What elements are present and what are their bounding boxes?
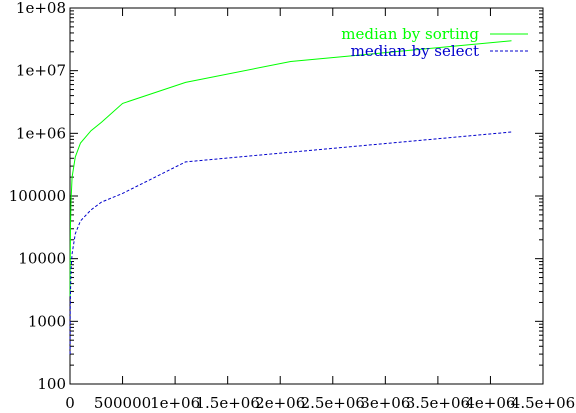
y-tick-label: 10000 [18,250,66,268]
series-line-1 [69,131,512,355]
x-tick-label: 4.5e+06 [511,394,575,412]
x-tick-label: 4e+06 [465,394,515,412]
legend-label-0: median by sorting [341,25,479,43]
x-tick-label: 3e+06 [360,394,410,412]
legend-label-1: median by select [351,42,479,60]
x-axis-ticks: 0 5000001e+061.5e+062e+062.5e+063e+063.5e… [65,8,575,412]
series-lines [69,40,512,355]
x-tick-label: 3.5e+06 [406,394,470,412]
x-tick-label: 2.5e+06 [301,394,365,412]
y-tick-label: 100000 [9,187,66,205]
y-tick-label: 1e+08 [16,0,66,17]
y-axis-ticks: 100 1000 10000 100000 1e+06 1e+07 1e+08 [9,0,543,393]
x-tick-label: 0 [65,394,75,412]
y-tick-label: 1e+07 [16,62,66,80]
y-tick-label: 100 [37,375,66,393]
y-tick-label: 1000 [28,312,66,330]
x-tick-label: 2e+06 [255,394,305,412]
plot-frame [69,7,544,385]
x-tick-label: 500000 [94,394,151,412]
x-tick-label: 1e+06 [150,394,200,412]
x-tick-label: 1.5e+06 [195,394,259,412]
series-line-0 [69,40,512,297]
y-tick-label: 1e+06 [16,124,66,142]
